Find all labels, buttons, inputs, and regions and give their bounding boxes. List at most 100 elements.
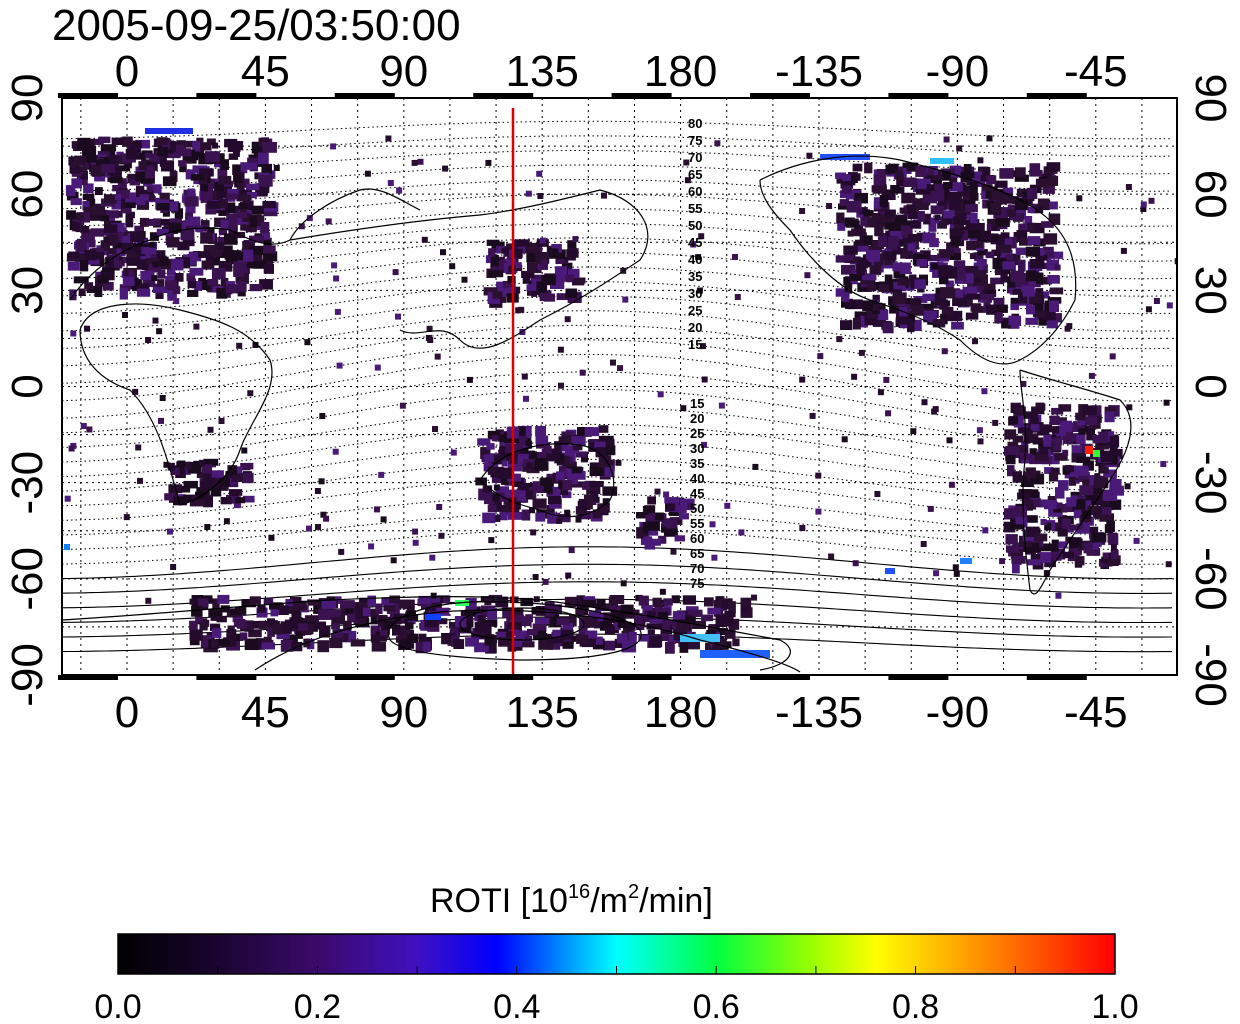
roti-pixel [483, 287, 498, 296]
roti-pixel [529, 507, 535, 514]
roti-pixel [584, 427, 600, 437]
roti-pixel [272, 623, 283, 635]
roti-pixel [484, 492, 495, 505]
roti-pixel [941, 306, 954, 315]
roti-pixel [450, 449, 457, 456]
roti-pixel [1095, 441, 1109, 450]
roti-high-pixel [700, 650, 770, 658]
roti-pixel [167, 528, 173, 535]
roti-pixel [1071, 433, 1080, 442]
roti-pixel [948, 481, 955, 488]
roti-pixel [1013, 406, 1026, 418]
roti-pixel [872, 304, 879, 311]
colorbar-tick-label: 0.8 [892, 988, 939, 1024]
roti-pixel [110, 222, 125, 233]
roti-pixel [804, 272, 811, 279]
roti-pixel [621, 640, 637, 653]
roti-pixel [636, 527, 650, 539]
roti-pixel [548, 248, 559, 259]
roti-pixel [991, 235, 998, 242]
roti-pixel [1052, 426, 1060, 434]
roti-pixel [207, 426, 214, 433]
roti-pixel [168, 222, 182, 233]
bottom-lon-tick-label: 90 [379, 688, 428, 737]
roti-pixel [81, 229, 95, 242]
roti-pixel [65, 185, 76, 197]
roti-pixel [227, 188, 239, 195]
roti-pixel [1043, 570, 1050, 577]
roti-pixel [103, 236, 113, 243]
roti-pixel [105, 217, 116, 224]
roti-pixel [939, 287, 955, 299]
roti-pixel [841, 185, 853, 194]
roti-pixel [94, 251, 104, 259]
contour-line [62, 135, 1173, 157]
roti-pixel [960, 171, 975, 178]
roti-pixel [292, 600, 307, 611]
roti-pixel [891, 281, 906, 292]
bottom-lon-tick-label: 135 [505, 688, 578, 737]
roti-pixel [156, 137, 168, 146]
roti-pixel [1043, 233, 1058, 245]
roti-pixel [897, 174, 904, 181]
roti-pixel [502, 287, 513, 297]
roti-pixel [1024, 489, 1039, 498]
roti-pixel [442, 165, 449, 172]
roti-pixel [567, 473, 578, 485]
roti-pixel [249, 596, 261, 605]
roti-pixel [263, 264, 275, 274]
roti-pixel [201, 178, 215, 190]
antarctica-inner-loop [387, 601, 642, 661]
roti-pixel [835, 172, 847, 179]
roti-pixel [94, 173, 106, 182]
contour-label-north: 70 [688, 150, 702, 165]
roti-pixel [525, 451, 537, 461]
roti-high-pixel [64, 544, 70, 550]
roti-pixel [224, 249, 232, 260]
roti-pixel [718, 402, 725, 409]
roti-pixel [145, 597, 152, 604]
roti-pixel [535, 435, 549, 445]
roti-pixel [638, 595, 649, 606]
roti-pixel [235, 273, 249, 284]
roti-pixel [701, 614, 714, 622]
roti-pixel [484, 596, 492, 606]
roti-pixel [1021, 440, 1029, 450]
roti-pixel [688, 638, 700, 647]
roti-pixel [82, 193, 95, 201]
roti-pixel [986, 175, 997, 185]
roti-pixel [920, 541, 927, 547]
roti-pixel [240, 224, 252, 231]
roti-pixel [109, 176, 123, 184]
roti-pixel [1038, 316, 1048, 326]
roti-pixel [185, 219, 192, 226]
roti-pixel [298, 623, 308, 631]
roti-pixel [949, 228, 963, 239]
roti-pixel [1102, 552, 1109, 559]
contour-line [62, 546, 1173, 580]
roti-pixel [331, 262, 338, 269]
roti-pixel [523, 490, 533, 500]
roti-pixel [234, 606, 247, 615]
roti-pixel [674, 535, 686, 542]
roti-pixel [211, 628, 222, 638]
roti-pixel [257, 152, 269, 164]
roti-pixel [86, 285, 100, 294]
roti-pixel [715, 615, 728, 628]
roti-pixel [465, 597, 477, 610]
roti-pixel [1095, 506, 1106, 516]
roti-pixel [1055, 426, 1066, 437]
roti-pixel [1090, 483, 1103, 494]
roti-pixel [127, 173, 139, 184]
roti-pixel [536, 170, 543, 177]
roti-pixel [197, 598, 209, 608]
roti-pixel [663, 518, 678, 526]
roti-pixel [66, 210, 77, 220]
contour-line [62, 371, 1173, 434]
roti-pixel [562, 622, 573, 633]
roti-pixel [562, 641, 574, 649]
roti-pixel [888, 222, 902, 232]
roti-pixel [249, 235, 264, 243]
roti-pixel [190, 174, 205, 181]
roti-pixel [941, 213, 953, 225]
